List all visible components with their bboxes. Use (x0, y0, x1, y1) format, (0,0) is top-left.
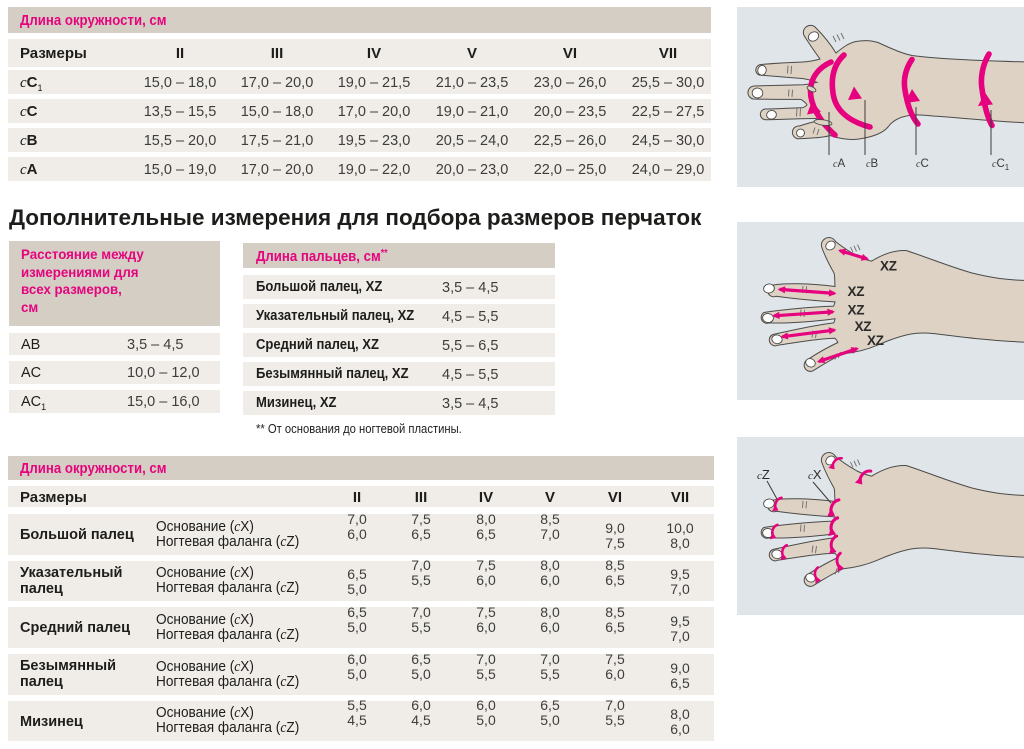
svg-text:cC: cC (916, 158, 929, 170)
svg-text:cC1: cC1 (992, 158, 1010, 172)
svg-text:cA: cA (833, 158, 845, 170)
svg-text:cB: cB (866, 158, 878, 170)
svg-text:cX: cX (808, 467, 822, 482)
svg-text:XZ: XZ (867, 333, 884, 348)
svg-text:XZ: XZ (880, 259, 897, 274)
svg-text:XZ: XZ (848, 302, 865, 317)
svg-text:cZ: cZ (757, 467, 770, 482)
svg-text:XZ: XZ (855, 319, 872, 334)
svg-text:XZ: XZ (848, 284, 865, 299)
